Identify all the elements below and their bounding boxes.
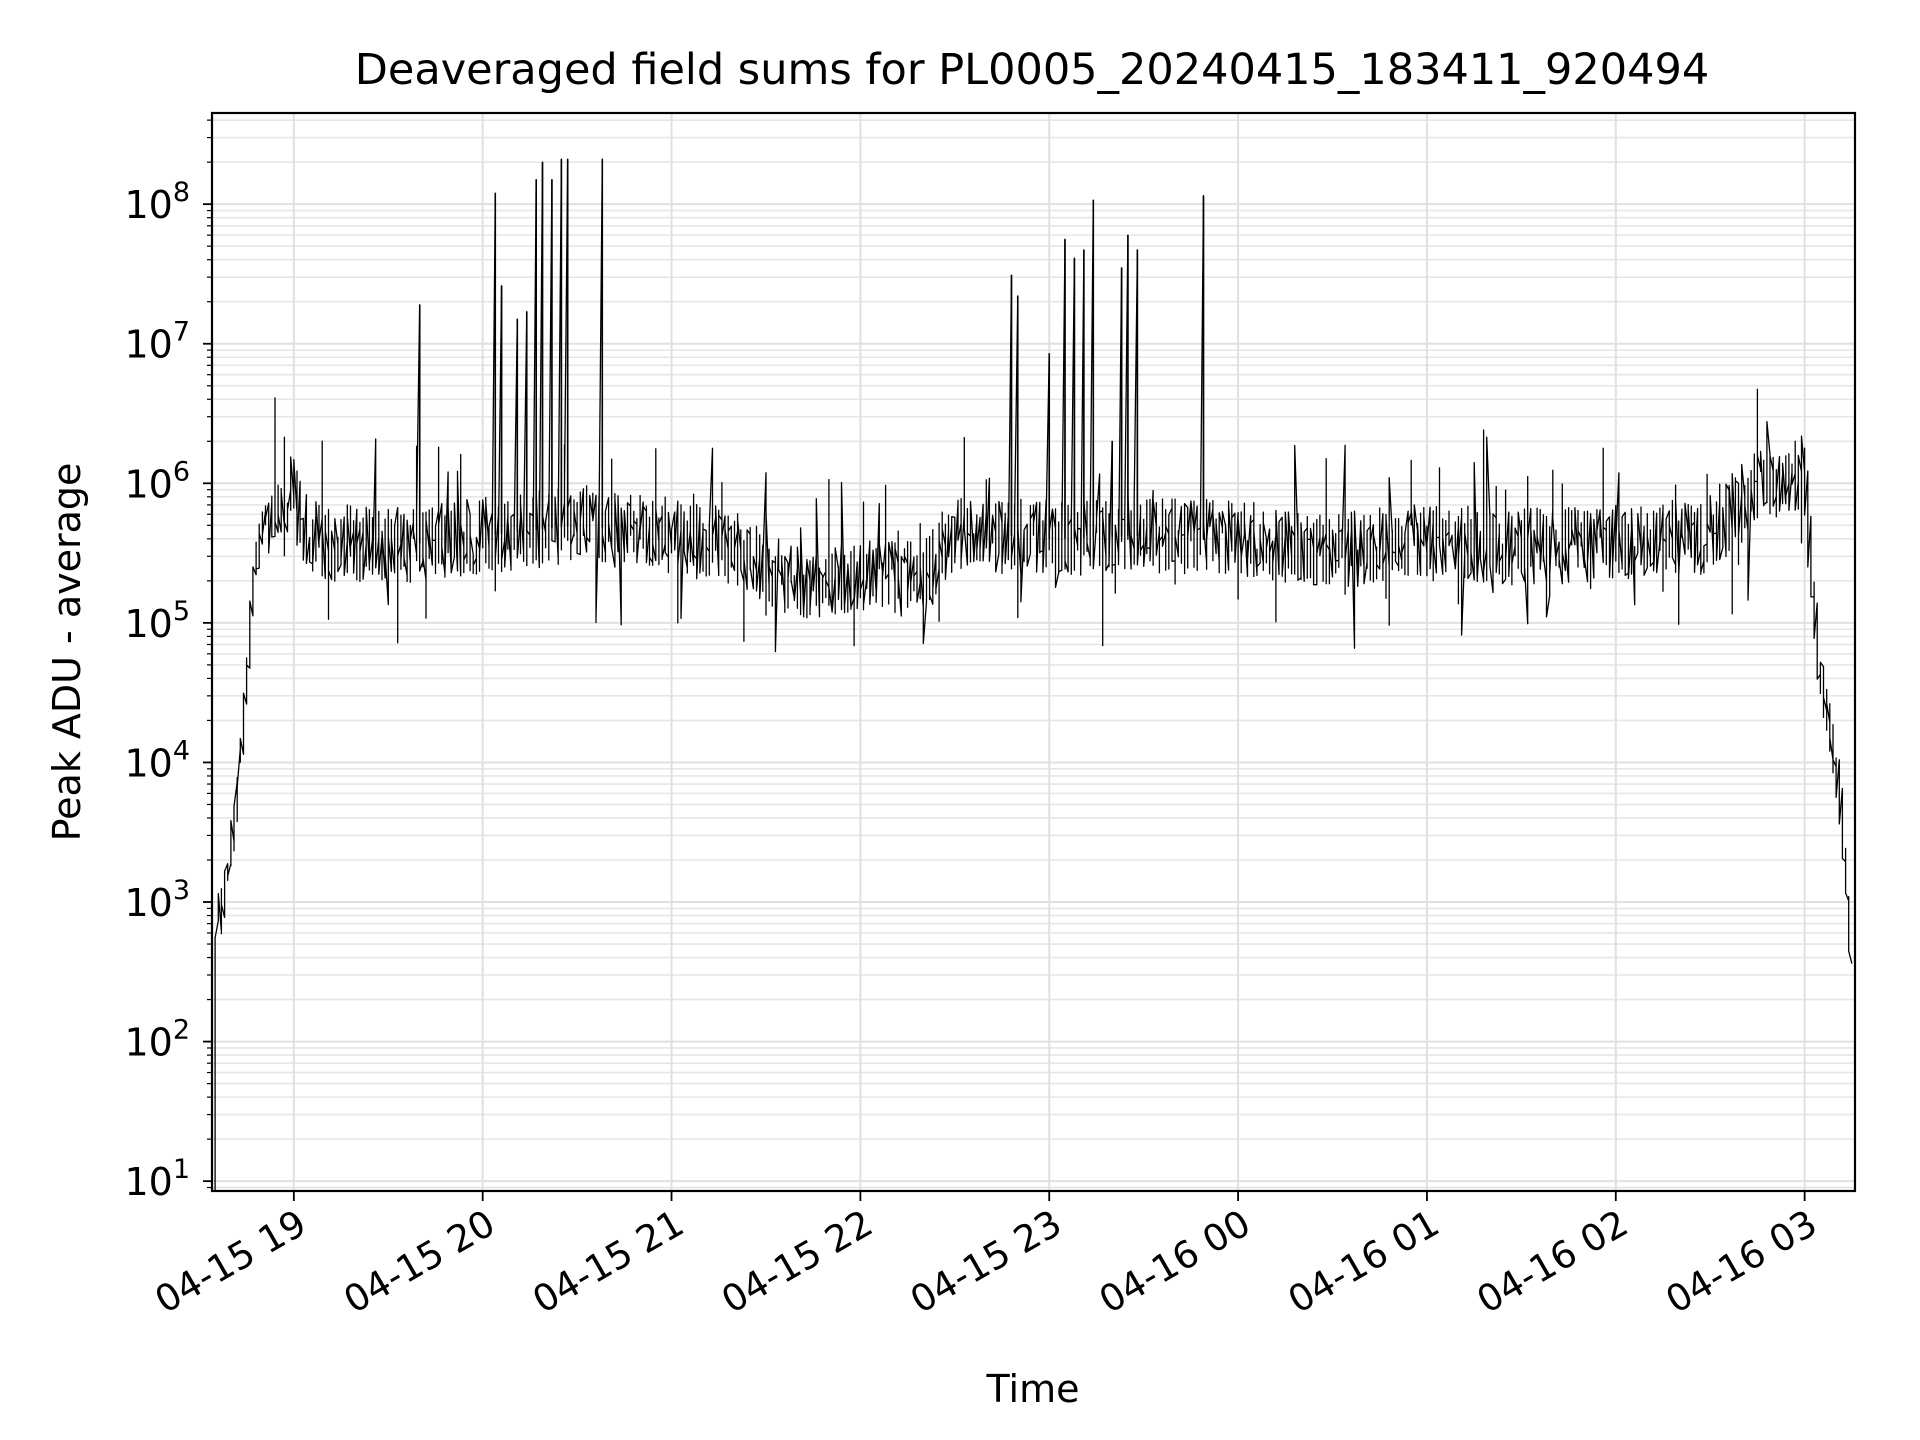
- chart-title: Deaveraged field sums for PL0005_2024041…: [355, 45, 1709, 95]
- series-line: [214, 158, 1853, 1191]
- plot-frame: [210, 111, 1857, 1193]
- y-axis-label: Peak ADU - average: [45, 463, 89, 842]
- y-tick-label: 105: [124, 596, 190, 646]
- series-path: [214, 158, 1853, 1191]
- x-axis-label: Time: [986, 1367, 1080, 1411]
- y-tick-label: 107: [124, 317, 190, 367]
- y-tick-label: 102: [124, 1015, 190, 1065]
